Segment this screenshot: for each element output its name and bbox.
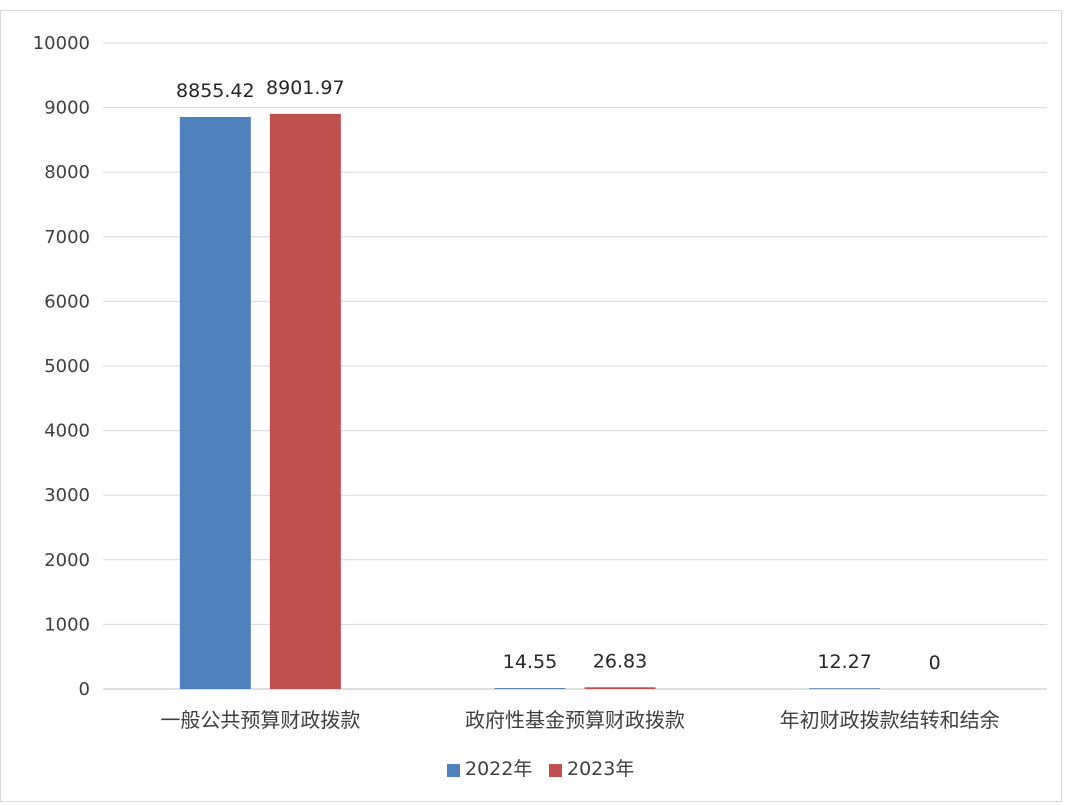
legend-swatch (447, 764, 460, 777)
data-label: 0 (929, 652, 941, 674)
legend: 2022年 2023年 (447, 758, 634, 780)
x-category-label: 年初财政拨款结转和结余 (780, 708, 1000, 732)
y-tick-label: 4000 (44, 421, 90, 442)
y-tick-label: 10000 (33, 33, 90, 54)
y-tick-label: 9000 (44, 98, 90, 119)
legend-label: 2022年 (465, 758, 532, 780)
y-tick-label: 1000 (44, 614, 90, 635)
data-label: 26.83 (593, 650, 647, 672)
bar (584, 687, 656, 689)
legend-label: 2023年 (567, 758, 634, 780)
data-label: 8901.97 (266, 77, 345, 99)
y-tick-label: 2000 (44, 550, 90, 571)
data-label: 14.55 (503, 651, 557, 673)
y-tick-label: 5000 (44, 356, 90, 377)
x-axis-categories: 一般公共预算财政拨款 政府性基金预算财政拨款 年初财政拨款结转和结余 (160, 708, 999, 732)
bar (179, 116, 251, 689)
gridlines (103, 42, 1047, 690)
bar (494, 688, 566, 689)
y-axis-ticks: 0 1000 2000 3000 4000 5000 6000 7000 8000 9000 100… (33, 33, 90, 700)
x-category-label: 一般公共预算财政拨款 (160, 708, 360, 732)
chart-frame (0, 10, 1062, 802)
data-labels: 8855.42 8901.97 14.55 26.83 12.27 0 (176, 77, 941, 674)
legend-swatch (549, 764, 562, 777)
data-label: 12.27 (817, 651, 871, 673)
y-tick-label: 7000 (44, 227, 90, 248)
bar (269, 113, 341, 689)
bars (179, 113, 881, 689)
x-category-label: 政府性基金预算财政拨款 (465, 708, 685, 732)
data-label: 8855.42 (176, 80, 255, 102)
y-tick-label: 3000 (44, 485, 90, 506)
y-tick-label: 6000 (44, 291, 90, 312)
y-tick-label: 0 (79, 679, 90, 700)
y-tick-label: 8000 (44, 162, 90, 183)
bar (809, 688, 881, 689)
